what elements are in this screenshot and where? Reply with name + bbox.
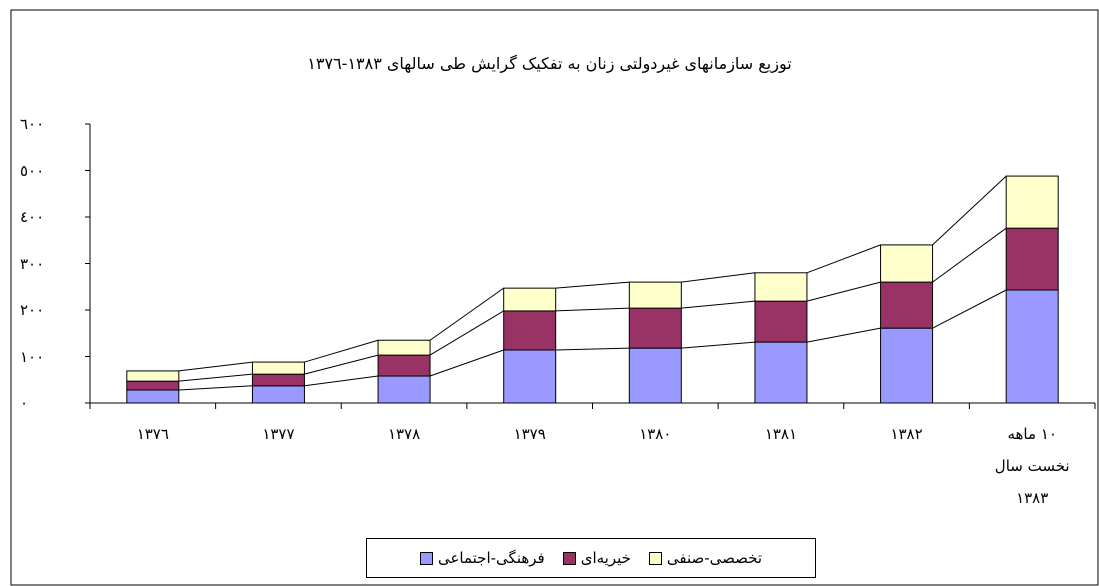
bar-segment [754, 272, 808, 302]
bar-segment [251, 385, 305, 404]
bar-segment [880, 244, 934, 283]
series-connector [932, 227, 1007, 283]
x-tick-label: ١٣٨٢ [890, 425, 923, 443]
bar-segment [1005, 289, 1059, 404]
bar-segment [503, 349, 557, 404]
bar-segment [251, 373, 305, 387]
x-tick-label: ١٣٧٩ [513, 425, 546, 443]
legend: تخصصی-صنفی خیریه‌ای فرهنگی-اجتماعی [366, 538, 816, 578]
legend-item: فرهنگی-اجتماعی [419, 549, 545, 567]
x-tick-label: ١٣٧٦ [136, 425, 169, 443]
bar-segment [377, 354, 431, 377]
series-connector [304, 375, 379, 387]
bar-segment [880, 327, 934, 404]
series-connector [806, 244, 881, 274]
bar-segment [377, 339, 431, 356]
series-connector [555, 347, 630, 351]
bar-segment [1005, 175, 1059, 229]
bar-segment [880, 281, 934, 329]
y-tick-label: ٢٠٠ [20, 301, 45, 319]
series-connector [304, 354, 379, 375]
frame [10, 9, 1099, 586]
bar-segment [251, 361, 305, 375]
bar-segment [754, 341, 808, 404]
series-connector [178, 373, 253, 382]
series-connector [555, 307, 630, 312]
bar-segment [503, 310, 557, 351]
series-connector [178, 361, 253, 372]
series-connector [932, 175, 1007, 246]
y-tick-label: ٥٠٠ [20, 161, 45, 180]
bar-segment [126, 389, 180, 404]
series-connector [681, 300, 755, 309]
series-connector [681, 272, 756, 283]
series-connector [806, 327, 881, 343]
y-tick-label: ٠ [20, 394, 29, 412]
series-connector [555, 281, 630, 289]
x-tick-label: ١٣٨١ [764, 425, 798, 443]
series-connector [429, 349, 504, 377]
legend-label: خیریه‌ای [580, 549, 631, 567]
x-tick-label: ١٣٧٧ [262, 425, 295, 443]
series-connector [429, 287, 504, 341]
y-tick-label: ٦٠٠ [20, 115, 45, 133]
series-connector [178, 385, 253, 391]
bar-segment [503, 287, 557, 312]
x-tick-label: ١٣٧٨ [387, 425, 421, 443]
x-tick-label: ١٣٨٠ [639, 425, 672, 443]
x-tick-label: ١٠ ماهه نخست سال ١٣٨٣ [994, 425, 1070, 507]
legend-swatch [562, 551, 576, 565]
y-tick-label: ١٠٠ [20, 347, 45, 366]
legend-swatch [648, 551, 662, 565]
y-tick-label: ٤٠٠ [20, 208, 45, 226]
bar-segment [754, 300, 808, 343]
bar-segment [126, 380, 180, 391]
chart-title: توزیع سازمانهای غیردولتی زنان به تفکیک گ… [307, 54, 792, 73]
legend-label: فرهنگی-اجتماعی [437, 549, 545, 567]
series-connector [429, 310, 504, 356]
legend-label: تخصصی-صنفی [666, 549, 763, 567]
series-connector [681, 341, 755, 349]
bar-segment [628, 347, 682, 404]
series-connector [304, 339, 379, 363]
bar-segment [628, 307, 682, 349]
bar-segment [126, 370, 180, 382]
bar-segment [1005, 227, 1059, 291]
legend-item: خیریه‌ای [562, 549, 631, 567]
y-tick-label: ٣٠٠ [20, 254, 45, 273]
series-connector [932, 289, 1007, 329]
bar-segment [377, 375, 431, 404]
series-connector [806, 281, 881, 302]
legend-item: تخصصی-صنفی [648, 549, 763, 567]
legend-swatch [419, 551, 433, 565]
bar-segment [628, 281, 682, 309]
